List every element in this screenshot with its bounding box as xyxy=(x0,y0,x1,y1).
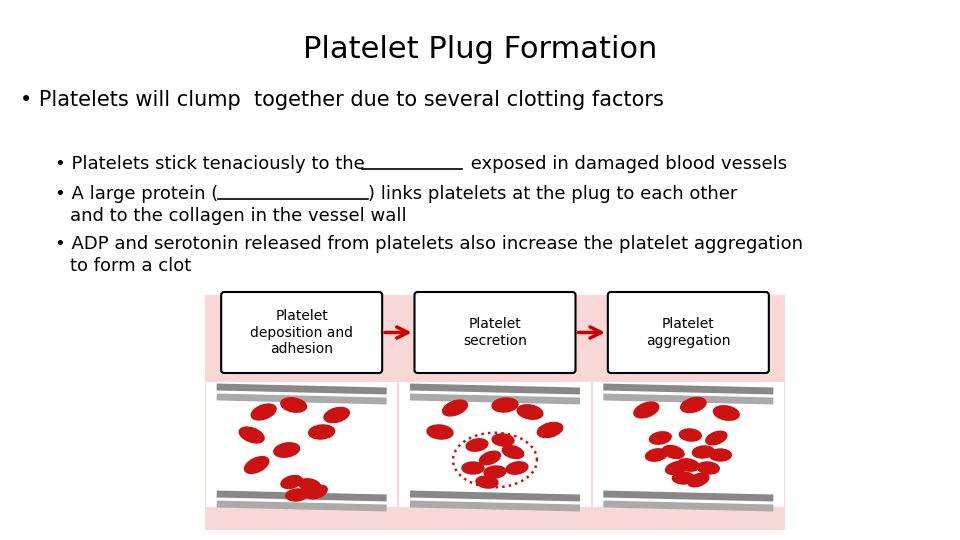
Ellipse shape xyxy=(484,466,506,478)
Ellipse shape xyxy=(662,446,684,458)
Text: • A large protein (: • A large protein ( xyxy=(55,185,218,203)
Ellipse shape xyxy=(286,489,307,501)
FancyBboxPatch shape xyxy=(221,292,382,373)
Ellipse shape xyxy=(281,476,302,489)
Ellipse shape xyxy=(687,473,708,487)
Ellipse shape xyxy=(443,400,468,416)
Bar xyxy=(399,382,590,507)
Ellipse shape xyxy=(274,443,300,457)
Ellipse shape xyxy=(706,431,727,445)
Bar xyxy=(206,382,397,507)
Bar xyxy=(205,295,785,530)
Ellipse shape xyxy=(681,397,706,413)
Ellipse shape xyxy=(506,462,528,474)
Ellipse shape xyxy=(239,427,264,443)
Ellipse shape xyxy=(502,446,524,458)
FancyBboxPatch shape xyxy=(608,292,769,373)
Ellipse shape xyxy=(492,398,518,412)
FancyBboxPatch shape xyxy=(415,292,575,373)
Ellipse shape xyxy=(538,422,563,437)
Text: • ADP and serotonin released from platelets also increase the platelet aggregati: • ADP and serotonin released from platel… xyxy=(55,235,803,253)
Ellipse shape xyxy=(252,404,276,420)
Ellipse shape xyxy=(678,459,699,471)
Text: • Platelets stick tenaciously to the: • Platelets stick tenaciously to the xyxy=(55,155,371,173)
Text: Platelet
deposition and
adhesion: Platelet deposition and adhesion xyxy=(251,309,353,356)
Ellipse shape xyxy=(697,462,719,474)
Text: ) links platelets at the plug to each other: ) links platelets at the plug to each ot… xyxy=(368,185,737,203)
Text: • Platelets will clump  together due to several clotting factors: • Platelets will clump together due to s… xyxy=(20,90,664,110)
Ellipse shape xyxy=(462,462,484,474)
Ellipse shape xyxy=(665,462,687,475)
Ellipse shape xyxy=(634,402,659,418)
Ellipse shape xyxy=(709,449,732,461)
Ellipse shape xyxy=(281,398,306,412)
Ellipse shape xyxy=(517,405,542,419)
Text: exposed in damaged blood vessels: exposed in damaged blood vessels xyxy=(465,155,787,173)
Text: and to the collagen in the vessel wall: and to the collagen in the vessel wall xyxy=(70,207,407,225)
Ellipse shape xyxy=(692,446,714,458)
Text: to form a clot: to form a clot xyxy=(70,257,191,275)
Ellipse shape xyxy=(479,451,500,465)
Ellipse shape xyxy=(680,429,702,441)
Ellipse shape xyxy=(492,434,514,446)
Ellipse shape xyxy=(306,485,327,499)
Ellipse shape xyxy=(650,432,671,444)
Text: Platelet Plug Formation: Platelet Plug Formation xyxy=(302,35,658,64)
Ellipse shape xyxy=(309,425,335,439)
Ellipse shape xyxy=(324,408,349,423)
Ellipse shape xyxy=(427,425,453,439)
Ellipse shape xyxy=(467,439,488,451)
Ellipse shape xyxy=(476,476,498,488)
Text: Platelet
aggregation: Platelet aggregation xyxy=(646,318,731,348)
Ellipse shape xyxy=(245,457,269,474)
Ellipse shape xyxy=(645,449,667,461)
Ellipse shape xyxy=(672,472,694,484)
Bar xyxy=(592,382,784,507)
Ellipse shape xyxy=(299,479,321,491)
Ellipse shape xyxy=(713,406,739,420)
Text: Platelet
secretion: Platelet secretion xyxy=(463,318,527,348)
